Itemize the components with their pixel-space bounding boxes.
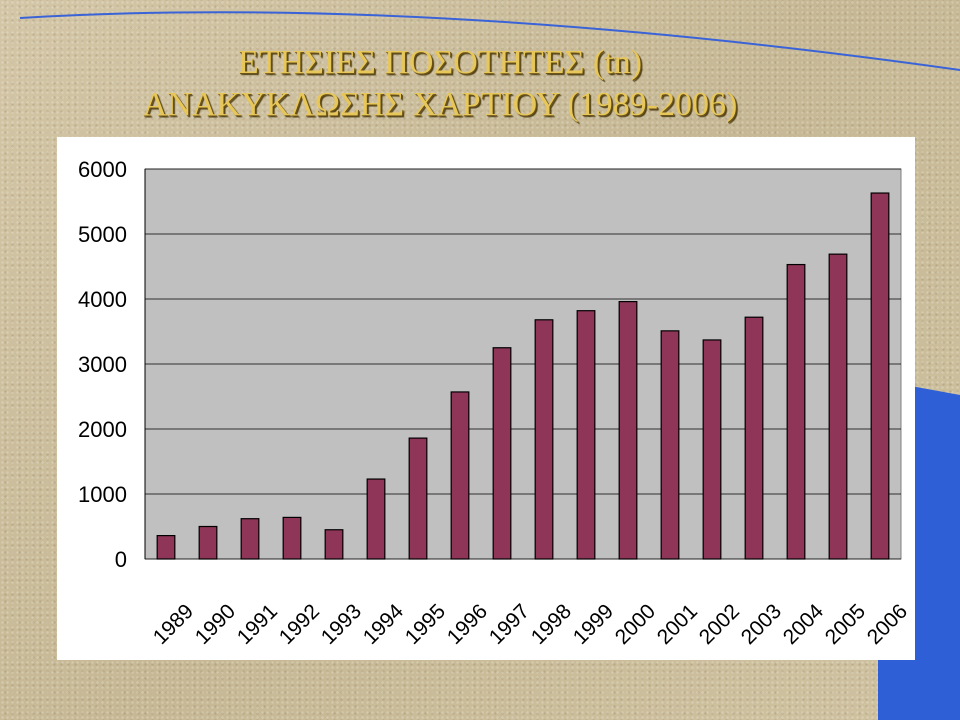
chart-panel: 0 1000 2000 3000 4000 5000 6000 1989 1990 1991 19… [57, 137, 915, 660]
x-tick-labels: 1989199019911992199319941995199619971998… [149, 600, 912, 650]
bar-2000 [618, 301, 638, 560]
bar-layer [156, 192, 890, 560]
bar-1993 [324, 529, 344, 560]
y-tick-label: 0 [115, 547, 127, 572]
bar-2003 [744, 316, 764, 560]
bar-1996 [450, 391, 470, 560]
grid-layer [144, 168, 902, 560]
decorative-arc-line [19, 11, 960, 71]
x-tick-label-1991: 1991 [233, 600, 282, 649]
bar-1990 [198, 525, 218, 560]
bar-2001 [660, 330, 680, 560]
y-tick-labels: 0 1000 2000 3000 4000 5000 6000 [78, 157, 127, 572]
chart-title-line1: ΕΤΗΣΙΕΣ ΠΟΣΟΤΗΤΕΣ (tn) [238, 44, 642, 81]
bar-1992 [282, 516, 302, 560]
x-tick-label-1990: 1990 [191, 600, 240, 649]
bar-2002 [702, 339, 722, 560]
x-tick-label-1992: 1992 [275, 600, 324, 649]
x-tick-label-1994: 1994 [359, 600, 409, 650]
x-tick-label-1997: 1997 [485, 600, 534, 649]
x-tick-label-2001: 2001 [653, 600, 702, 649]
bar-1998 [534, 319, 554, 560]
x-tick-label-1993: 1993 [317, 600, 366, 649]
x-tick-label-1995: 1995 [401, 600, 450, 649]
y-tick-label: 3000 [78, 352, 127, 377]
chart-title-line2: ΑΝΑΚΥΚΛΩΣΗΣ ΧΑΡΤΙΟΥ (1989-2006) [142, 86, 738, 123]
chart-title: ΕΤΗΣΙΕΣ ΠΟΣΟΤΗΤΕΣ (tn) ΑΝΑΚΥΚΛΩΣΗΣ ΧΑΡΤΙ… [120, 42, 760, 126]
y-tick-label: 4000 [78, 287, 127, 312]
x-tick-label-2002: 2002 [695, 600, 744, 649]
bar-1995 [408, 437, 428, 560]
bar-1989 [156, 535, 176, 560]
x-tick-label-1998: 1998 [527, 600, 576, 649]
bar-2005 [828, 253, 848, 560]
bar-2004 [786, 263, 806, 560]
bar-2006 [870, 192, 890, 560]
x-tick-label-1996: 1996 [443, 600, 492, 649]
x-tick-label-2000: 2000 [611, 600, 660, 649]
y-tick-label: 5000 [78, 222, 127, 247]
bar-1997 [492, 347, 512, 560]
y-tick-label: 6000 [78, 157, 127, 182]
bar-1991 [240, 518, 260, 560]
y-tick-label: 1000 [78, 482, 127, 507]
x-tick-label-2006: 2006 [863, 600, 912, 649]
bar-1999 [576, 310, 596, 560]
x-tick-label-2004: 2004 [779, 600, 829, 650]
x-tick-label-2003: 2003 [737, 600, 786, 649]
x-tick-label-1989: 1989 [149, 600, 198, 649]
y-tick-label: 2000 [78, 417, 127, 442]
bar-1994 [366, 478, 386, 560]
x-tick-label-2005: 2005 [821, 600, 870, 649]
x-tick-label-1999: 1999 [569, 600, 618, 649]
